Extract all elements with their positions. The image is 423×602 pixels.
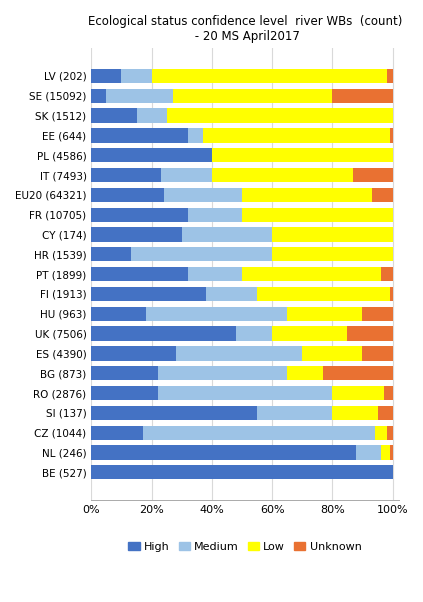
Bar	[242, 188, 371, 202]
Bar	[378, 406, 393, 420]
Bar	[188, 208, 242, 222]
Bar	[384, 386, 393, 400]
Bar	[91, 208, 188, 222]
Bar	[381, 445, 390, 460]
Bar	[91, 386, 158, 400]
Bar	[203, 128, 390, 143]
Bar	[272, 247, 393, 261]
Bar	[151, 69, 387, 83]
Bar	[272, 228, 393, 241]
Bar	[91, 346, 176, 361]
Bar	[390, 128, 393, 143]
Bar	[161, 168, 212, 182]
Bar	[332, 88, 393, 103]
Bar	[91, 168, 161, 182]
Bar	[91, 426, 143, 440]
Bar	[363, 346, 393, 361]
Bar	[91, 148, 212, 163]
Bar	[158, 386, 332, 400]
Bar	[374, 426, 387, 440]
Bar	[332, 406, 378, 420]
Bar	[173, 88, 332, 103]
Bar	[143, 426, 374, 440]
Bar	[91, 247, 131, 261]
Bar	[371, 188, 393, 202]
Bar	[91, 267, 188, 281]
Bar	[188, 267, 242, 281]
Bar	[323, 366, 393, 380]
Bar	[357, 445, 381, 460]
Bar	[121, 69, 151, 83]
Bar	[188, 128, 203, 143]
Bar	[91, 69, 121, 83]
Bar	[332, 386, 384, 400]
Bar	[381, 267, 393, 281]
Bar	[206, 287, 257, 301]
Bar	[131, 247, 272, 261]
Bar	[212, 168, 354, 182]
Bar	[91, 326, 236, 341]
Bar	[347, 326, 393, 341]
Bar	[242, 208, 393, 222]
Bar	[390, 287, 393, 301]
Bar	[212, 148, 393, 163]
Bar	[287, 366, 323, 380]
Bar	[91, 366, 158, 380]
Bar	[91, 306, 146, 321]
Legend: High, Medium, Low, Unknown: High, Medium, Low, Unknown	[124, 537, 366, 556]
Bar	[91, 287, 206, 301]
Bar	[182, 228, 272, 241]
Bar	[91, 188, 164, 202]
Bar	[91, 445, 357, 460]
Bar	[257, 287, 390, 301]
Title: Ecological status confidence level  river WBs  (count)
 - 20 MS April2017: Ecological status confidence level river…	[88, 15, 402, 43]
Bar	[390, 445, 393, 460]
Bar	[164, 188, 242, 202]
Bar	[91, 108, 137, 123]
Bar	[257, 406, 332, 420]
Bar	[387, 69, 393, 83]
Bar	[167, 108, 393, 123]
Bar	[242, 267, 381, 281]
Bar	[158, 366, 287, 380]
Bar	[91, 88, 107, 103]
Bar	[91, 228, 182, 241]
Bar	[137, 108, 167, 123]
Bar	[302, 346, 363, 361]
Bar	[363, 306, 393, 321]
Bar	[272, 326, 347, 341]
Bar	[107, 88, 173, 103]
Bar	[146, 306, 287, 321]
Bar	[91, 465, 393, 479]
Bar	[287, 306, 363, 321]
Bar	[236, 326, 272, 341]
Bar	[387, 426, 393, 440]
Bar	[354, 168, 393, 182]
Bar	[176, 346, 302, 361]
Bar	[91, 406, 257, 420]
Bar	[91, 128, 188, 143]
